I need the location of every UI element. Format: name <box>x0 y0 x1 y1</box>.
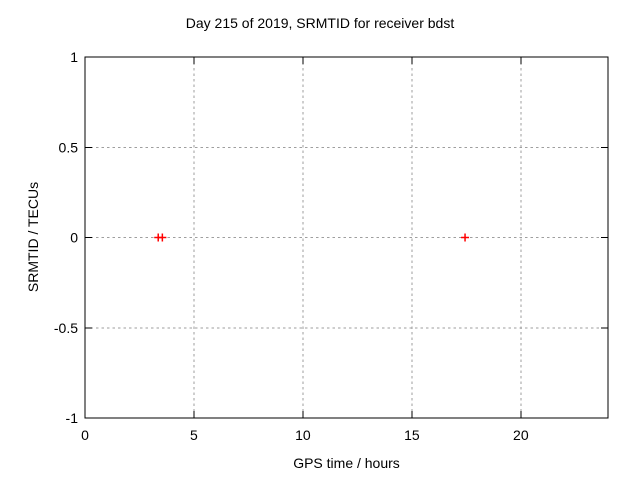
x-axis-label: GPS time / hours <box>293 455 400 471</box>
y-tick-label: 1 <box>70 49 78 65</box>
y-tick-label: 0 <box>70 230 78 246</box>
x-tick-label: 10 <box>295 427 311 443</box>
x-tick-label: 5 <box>190 427 198 443</box>
y-tick-label: 0.5 <box>59 139 79 155</box>
chart-title: Day 215 of 2019, SRMTID for receiver bds… <box>185 15 455 31</box>
y-tick-label: -1 <box>66 410 79 426</box>
x-tick-label: 0 <box>81 427 89 443</box>
x-tick-label: 20 <box>513 427 529 443</box>
y-tick-label: -0.5 <box>54 320 78 336</box>
x-tick-label: 15 <box>404 427 420 443</box>
